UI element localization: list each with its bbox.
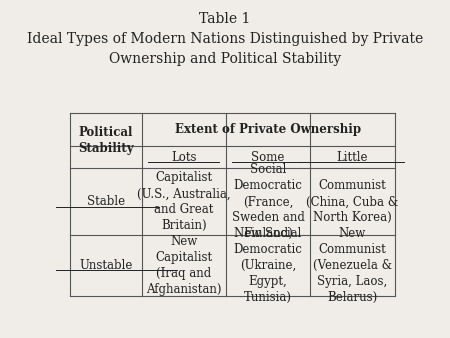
Text: Table 1: Table 1 <box>199 12 251 26</box>
Text: Unstable: Unstable <box>79 259 133 272</box>
Text: Stable: Stable <box>87 195 125 208</box>
Text: Extent of Private Ownership: Extent of Private Ownership <box>175 123 361 136</box>
Text: Political
Stability: Political Stability <box>78 126 134 155</box>
Text: Ideal Types of Modern Nations Distinguished by Private: Ideal Types of Modern Nations Distinguis… <box>27 32 423 46</box>
Text: New Social
Democratic
(Ukraine,
Egypt,
Tunisia): New Social Democratic (Ukraine, Egypt, T… <box>234 227 302 304</box>
Text: Communist
(China, Cuba &
North Korea): Communist (China, Cuba & North Korea) <box>306 179 399 224</box>
Text: Lots: Lots <box>171 151 197 164</box>
Text: Ownership and Political Stability: Ownership and Political Stability <box>109 52 341 66</box>
Text: New
Capitalist
(Iraq and
Afghanistan): New Capitalist (Iraq and Afghanistan) <box>146 235 221 296</box>
Text: Social
Democratic
(France,
Sweden and
Finland): Social Democratic (France, Sweden and Fi… <box>232 163 305 240</box>
Text: Some: Some <box>252 151 285 164</box>
Text: Little: Little <box>337 151 368 164</box>
Text: Capitalist
(U.S., Australia,
and Great
Britain): Capitalist (U.S., Australia, and Great B… <box>137 171 230 232</box>
Text: New
Communist
(Venezuela &
Syria, Laos,
Belarus): New Communist (Venezuela & Syria, Laos, … <box>313 227 392 304</box>
